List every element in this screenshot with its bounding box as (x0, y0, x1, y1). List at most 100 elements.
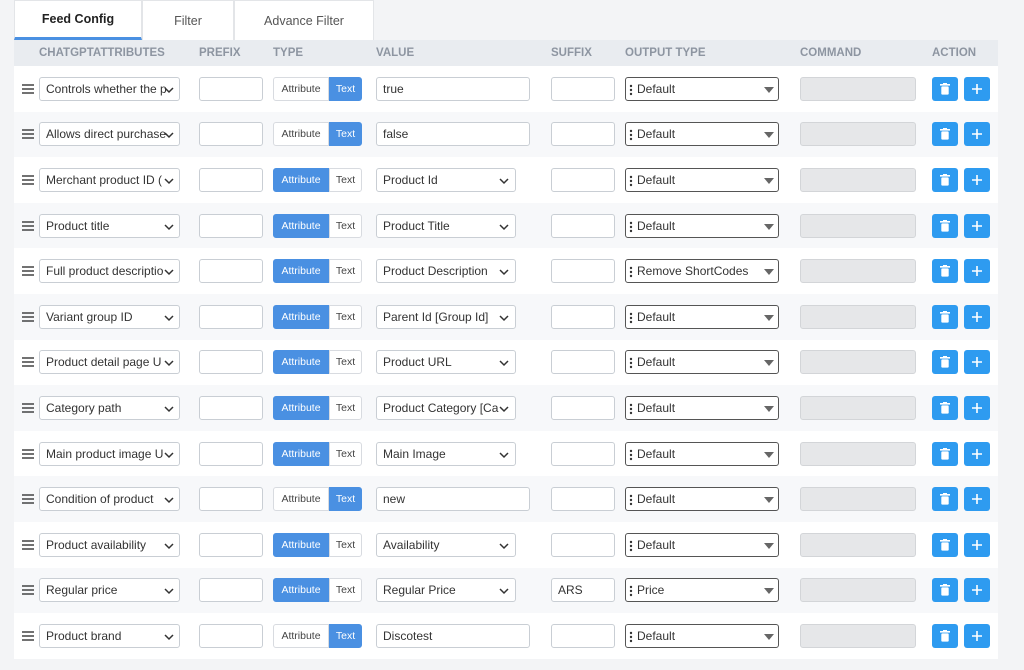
type-toggle[interactable]: Attribute (273, 76, 329, 101)
type-toggle[interactable]: Text (329, 259, 362, 284)
value-select[interactable]: Main Image (376, 441, 516, 466)
attribute-select[interactable]: Full product descriptio (39, 259, 180, 284)
value-input[interactable]: true (376, 76, 530, 101)
command-input[interactable] (800, 350, 916, 375)
attribute-select[interactable]: Product brand (39, 623, 180, 648)
tab[interactable]: Advance Filter (234, 0, 374, 40)
attribute-select[interactable]: Category path (39, 395, 180, 420)
suffix-input[interactable] (551, 350, 615, 375)
value-select[interactable]: Product Description (376, 259, 516, 284)
delete-button[interactable] (932, 623, 958, 648)
prefix-input[interactable] (199, 532, 263, 557)
value-input[interactable]: Discotest (376, 623, 530, 648)
delete-button[interactable] (932, 395, 958, 420)
delete-button[interactable] (932, 578, 958, 603)
command-input[interactable] (800, 304, 916, 329)
attribute-select[interactable]: Merchant product ID ( (39, 167, 180, 192)
delete-button[interactable] (932, 441, 958, 466)
delete-button[interactable] (932, 487, 958, 512)
prefix-input[interactable] (199, 167, 263, 192)
suffix-input[interactable] (551, 487, 615, 512)
delete-button[interactable] (932, 122, 958, 147)
prefix-input[interactable] (199, 395, 263, 420)
add-button[interactable] (964, 441, 990, 466)
output-type-select[interactable]: Default (625, 441, 779, 466)
command-input[interactable] (800, 213, 916, 238)
command-input[interactable] (800, 259, 916, 284)
suffix-input[interactable] (551, 76, 615, 101)
type-toggle[interactable]: Attribute (273, 213, 329, 238)
command-input[interactable] (800, 578, 916, 603)
attribute-select[interactable]: Controls whether the p (39, 76, 180, 101)
value-select[interactable]: Availability (376, 532, 516, 557)
prefix-input[interactable] (199, 350, 263, 375)
value-input[interactable]: false (376, 122, 530, 147)
value-select[interactable]: Parent Id [Group Id] (376, 304, 516, 329)
command-input[interactable] (800, 395, 916, 420)
output-type-select[interactable]: Price (625, 578, 779, 603)
command-input[interactable] (800, 76, 916, 101)
type-toggle[interactable]: Attribute (273, 532, 329, 557)
type-toggle[interactable]: Text (329, 623, 362, 648)
add-button[interactable] (964, 167, 990, 192)
output-type-select[interactable]: Default (625, 167, 779, 192)
attribute-select[interactable]: Regular price (39, 578, 180, 603)
prefix-input[interactable] (199, 304, 263, 329)
prefix-input[interactable] (199, 76, 263, 101)
suffix-input[interactable] (551, 213, 615, 238)
type-toggle[interactable]: Attribute (273, 395, 329, 420)
suffix-input[interactable]: ARS (551, 578, 615, 603)
output-type-select[interactable]: Default (625, 532, 779, 557)
type-toggle[interactable]: Attribute (273, 623, 329, 648)
suffix-input[interactable] (551, 441, 615, 466)
add-button[interactable] (964, 76, 990, 101)
type-toggle[interactable]: Text (329, 304, 362, 329)
delete-button[interactable] (932, 532, 958, 557)
add-button[interactable] (964, 213, 990, 238)
type-toggle[interactable]: Attribute (273, 578, 329, 603)
type-toggle[interactable]: Text (329, 441, 362, 466)
output-type-select[interactable]: Default (625, 76, 779, 101)
suffix-input[interactable] (551, 122, 615, 147)
type-toggle[interactable]: Text (329, 578, 362, 603)
type-toggle[interactable]: Attribute (273, 167, 329, 192)
output-type-select[interactable]: Default (625, 304, 779, 329)
output-type-select[interactable]: Default (625, 487, 779, 512)
attribute-select[interactable]: Allows direct purchase (39, 122, 180, 147)
delete-button[interactable] (932, 259, 958, 284)
prefix-input[interactable] (199, 578, 263, 603)
add-button[interactable] (964, 304, 990, 329)
attribute-select[interactable]: Main product image U (39, 441, 180, 466)
type-toggle[interactable]: Text (329, 487, 362, 512)
delete-button[interactable] (932, 304, 958, 329)
attribute-select[interactable]: Product title (39, 213, 180, 238)
output-type-select[interactable]: Remove ShortCodes (625, 259, 779, 284)
type-toggle[interactable]: Text (329, 350, 362, 375)
prefix-input[interactable] (199, 623, 263, 648)
prefix-input[interactable] (199, 259, 263, 284)
tab[interactable]: Filter (142, 0, 234, 40)
suffix-input[interactable] (551, 259, 615, 284)
suffix-input[interactable] (551, 304, 615, 329)
prefix-input[interactable] (199, 441, 263, 466)
suffix-input[interactable] (551, 623, 615, 648)
type-toggle[interactable]: Text (329, 395, 362, 420)
type-toggle[interactable]: Text (329, 76, 362, 101)
value-input[interactable]: new (376, 487, 530, 512)
type-toggle[interactable]: Text (329, 122, 362, 147)
delete-button[interactable] (932, 167, 958, 192)
prefix-input[interactable] (199, 122, 263, 147)
value-select[interactable]: Product Id (376, 167, 516, 192)
add-button[interactable] (964, 623, 990, 648)
attribute-select[interactable]: Condition of product (39, 487, 180, 512)
suffix-input[interactable] (551, 395, 615, 420)
output-type-select[interactable]: Default (625, 395, 779, 420)
suffix-input[interactable] (551, 532, 615, 557)
add-button[interactable] (964, 487, 990, 512)
add-button[interactable] (964, 395, 990, 420)
output-type-select[interactable]: Default (625, 122, 779, 147)
delete-button[interactable] (932, 350, 958, 375)
prefix-input[interactable] (199, 213, 263, 238)
attribute-select[interactable]: Product availability (39, 532, 180, 557)
add-button[interactable] (964, 350, 990, 375)
